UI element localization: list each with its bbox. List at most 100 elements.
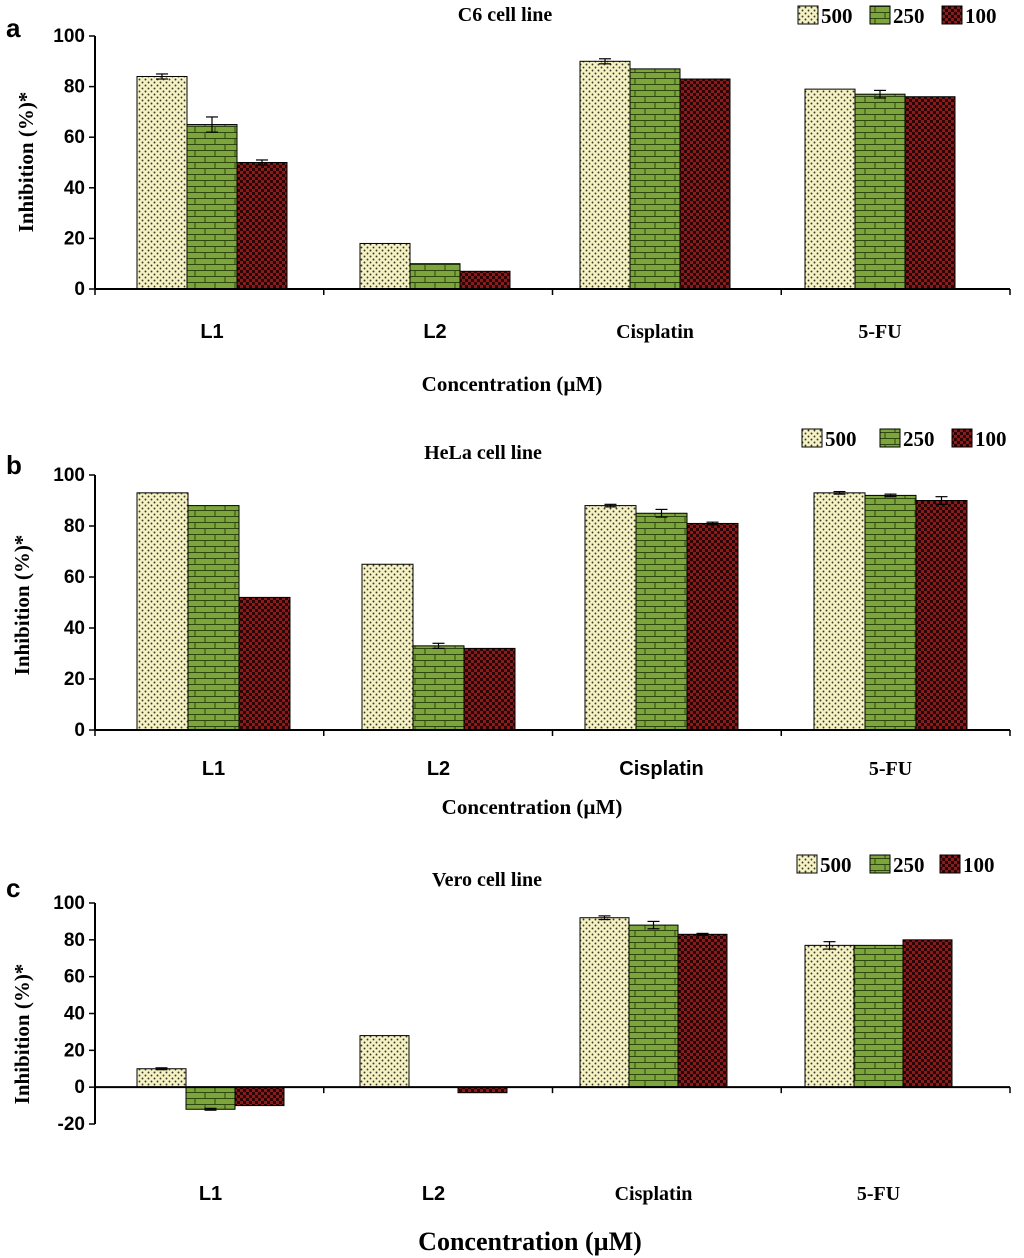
- axes: [94, 903, 1011, 1124]
- legend-label-500: 500: [825, 427, 857, 451]
- bars: [136, 492, 968, 731]
- bar-100-Cisplatin: [679, 78, 731, 290]
- y-tick-label: 20: [64, 228, 85, 249]
- x-tick-label: 5-FU: [869, 758, 912, 780]
- y-axis-title: Inhibition (%)*: [10, 964, 34, 1105]
- panel-c: c Vero cell line Inhibition (%)* Concent…: [6, 853, 1011, 1256]
- legend-swatch-250: [879, 428, 901, 448]
- y-tick-label: 80: [64, 930, 85, 951]
- bar-500-L2: [359, 242, 411, 290]
- y-tick-label: 100: [53, 26, 85, 47]
- legend-label-250: 250: [893, 853, 925, 877]
- bar-100-Cisplatin: [677, 933, 728, 1088]
- axes: [94, 475, 1011, 736]
- x-tick-label: 5-FU: [858, 321, 901, 343]
- x-axis: L1 L2 Cisplatin 5-FU: [199, 1183, 900, 1205]
- bar-250-L2: [412, 645, 465, 731]
- x-tick-label: L1: [200, 321, 223, 343]
- bar-500-Cisplatin: [584, 505, 637, 731]
- bar-500-L1: [136, 1068, 187, 1088]
- legend-label-500: 500: [821, 4, 853, 28]
- bar-500-5-FU: [804, 88, 856, 290]
- bar-250-L1: [186, 124, 238, 290]
- legend-swatch-100: [951, 428, 973, 448]
- y-axis: 0 20 40 60 80 100: [53, 26, 95, 300]
- legend: 500 250 100: [801, 427, 1007, 451]
- y-axis-title: Inhibition (%)*: [10, 535, 34, 676]
- legend-label-500: 500: [820, 853, 852, 877]
- y-tick-label: 20: [64, 669, 85, 690]
- y-tick-label: 60: [64, 567, 85, 588]
- y-tick-label: -20: [58, 1114, 85, 1135]
- bar-100-Cisplatin: [686, 522, 739, 731]
- error-bars: [156, 58, 886, 166]
- bar-500-L2: [361, 563, 414, 731]
- panel-letter: c: [6, 873, 20, 903]
- bar-500-L1: [136, 492, 189, 731]
- error-bars: [432, 490, 948, 650]
- y-tick-label: 0: [74, 1077, 85, 1098]
- bar-500-5-FU: [813, 492, 866, 731]
- chart-title: HeLa cell line: [424, 442, 542, 464]
- legend-label-100: 100: [963, 853, 995, 877]
- bar-250-Cisplatin: [628, 924, 679, 1088]
- y-tick-label: 40: [64, 1004, 85, 1025]
- panel-b: b HeLa cell line Inhibition (%)* Concent…: [6, 427, 1011, 819]
- x-tick-label: L2: [427, 758, 450, 780]
- legend-label-100: 100: [975, 427, 1007, 451]
- bar-250-L2: [409, 263, 461, 290]
- x-tick-label: L1: [199, 1183, 222, 1205]
- chart-title: C6 cell line: [458, 4, 553, 26]
- x-tick-label: Cisplatin: [615, 1183, 693, 1205]
- y-axis-title: Inhibition (%)*: [14, 92, 38, 233]
- legend: 500 250 100: [796, 853, 995, 877]
- bar-500-L1: [136, 75, 188, 290]
- bar-100-L2: [459, 270, 511, 290]
- legend-swatch-500: [801, 428, 823, 448]
- x-axis-title: Concentration (µM): [442, 795, 623, 819]
- x-tick-label: Cisplatin: [619, 758, 703, 780]
- y-tick-label: 80: [64, 77, 85, 98]
- panel-a: a C6 cell line Inhibition (%)* Concentra…: [6, 4, 1011, 396]
- legend-label-250: 250: [903, 427, 935, 451]
- x-axis: L1 L2 Cisplatin 5-FU: [200, 321, 901, 343]
- bar-500-Cisplatin: [579, 60, 631, 290]
- bar-250-5-FU: [854, 93, 906, 290]
- x-axis: L1 L2 Cisplatin 5-FU: [202, 758, 912, 780]
- bar-500-5-FU: [804, 944, 855, 1088]
- legend-swatch-500: [797, 5, 819, 25]
- x-tick-label: L2: [423, 321, 446, 343]
- bar-250-Cisplatin: [629, 68, 681, 290]
- y-tick-label: 100: [53, 893, 85, 914]
- bars: [136, 917, 953, 1110]
- bar-100-L1: [236, 162, 288, 290]
- x-tick-label: L1: [202, 758, 225, 780]
- bars: [136, 60, 956, 290]
- legend-swatch-250: [869, 5, 891, 25]
- bar-250-Cisplatin: [635, 512, 688, 731]
- bar-250-5-FU: [864, 494, 917, 731]
- legend: 500 250 100: [797, 4, 997, 28]
- legend-swatch-500: [796, 854, 818, 874]
- y-tick-label: 20: [64, 1040, 85, 1061]
- legend-label-250: 250: [893, 4, 925, 28]
- y-axis: 0 20 40 60 80 100: [53, 465, 95, 741]
- x-axis-title: Concentration (µM): [418, 1227, 642, 1256]
- bar-500-Cisplatin: [579, 917, 630, 1088]
- legend-label-100: 100: [965, 4, 997, 28]
- y-tick-label: 0: [74, 720, 85, 741]
- y-axis: -20 0 20 40 60 80 100: [53, 893, 95, 1135]
- bar-500-L2: [359, 1035, 410, 1088]
- error-bars: [155, 915, 836, 1111]
- bar-100-5-FU: [915, 500, 968, 731]
- y-tick-label: 40: [64, 178, 85, 199]
- y-tick-label: 0: [74, 279, 85, 300]
- y-tick-label: 100: [53, 465, 85, 486]
- legend-swatch-250: [869, 854, 891, 874]
- legend-swatch-100: [939, 854, 961, 874]
- bar-100-L2: [463, 647, 516, 731]
- x-axis-title: Concentration (µM): [422, 372, 603, 396]
- bar-250-L1: [187, 505, 240, 731]
- chart-title: Vero cell line: [432, 869, 542, 891]
